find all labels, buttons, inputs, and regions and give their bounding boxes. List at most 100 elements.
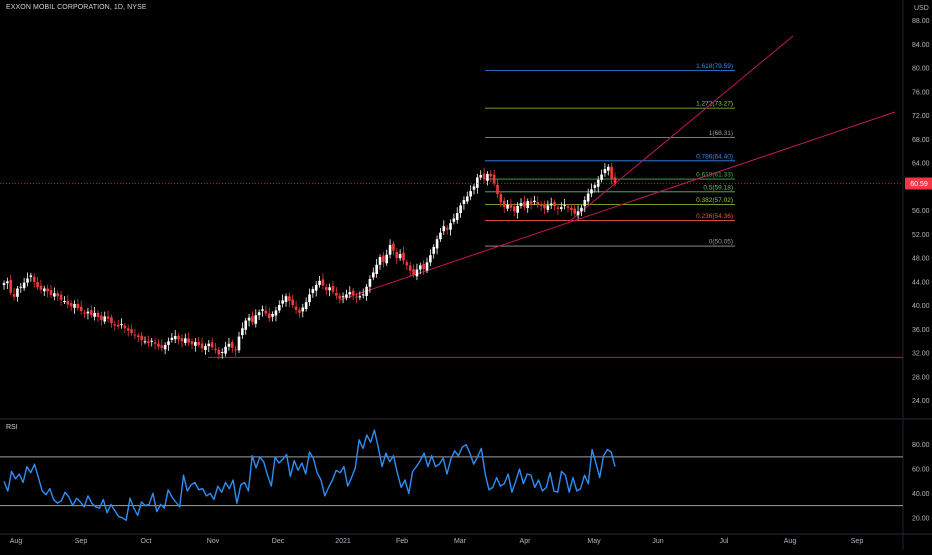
candle-body [613, 177, 617, 184]
candle-body [288, 296, 291, 301]
candle-body [93, 312, 96, 317]
fib-level-label: 0.786(64.40) [696, 153, 733, 160]
candle-body [415, 269, 419, 277]
price-tick-label: 76.00 [912, 89, 930, 96]
price-tick-label: 40.00 [912, 303, 930, 310]
candle-body [331, 285, 335, 292]
time-tick-label: May [587, 538, 601, 545]
candle-body [150, 340, 154, 342]
candle-body [254, 315, 258, 324]
candle-body [113, 324, 117, 326]
candle-body [610, 166, 613, 179]
price-tick-label: 36.00 [912, 327, 930, 334]
candle-body [314, 284, 318, 291]
candle-body [549, 203, 553, 206]
candle-body [328, 287, 331, 291]
candle-body [596, 179, 600, 187]
candle-body [603, 169, 607, 174]
candle-body [425, 262, 429, 271]
price-tick-label: 52.00 [912, 232, 930, 239]
candle-body [338, 295, 342, 299]
candle-body [267, 313, 271, 319]
candle-body [345, 294, 348, 298]
candle-body [234, 349, 237, 351]
candle-body [388, 245, 392, 255]
fib-level-label: 0(50.05) [709, 239, 733, 246]
candle-body [348, 292, 352, 295]
candle-body [227, 343, 231, 347]
candle-body [194, 341, 197, 346]
candle-body [173, 336, 177, 340]
rsi-line [3, 429, 616, 521]
candle-body [526, 201, 530, 209]
rsi-tick-label: 40.00 [912, 491, 930, 498]
time-tick-label: Oct [141, 538, 152, 545]
candle-body [432, 246, 436, 254]
candle-body [304, 302, 308, 309]
last-price-label: 60.59 [910, 181, 928, 188]
candle-body [207, 343, 211, 347]
time-tick-label: Dec [272, 538, 285, 545]
candle-body [49, 289, 53, 296]
rsi-pane-title: RSI [6, 424, 18, 431]
candle-body [257, 312, 261, 316]
price-tick-label: 84.00 [912, 42, 930, 49]
candle-body [392, 243, 395, 251]
candle-body [318, 280, 321, 285]
candle-body [103, 316, 107, 322]
time-tick-label: Aug [10, 538, 23, 545]
candle-body [563, 204, 566, 206]
candle-body [32, 276, 36, 282]
candle-body [110, 317, 113, 323]
candle-body [512, 206, 516, 212]
candle-body [371, 272, 375, 278]
candle-body [244, 320, 248, 330]
candles-layer [2, 163, 617, 360]
candle-body [499, 194, 503, 203]
candle-body [516, 205, 519, 213]
price-tick-label: 68.00 [912, 137, 930, 144]
trendline-layer[interactable] [208, 35, 903, 358]
candle-body [536, 202, 540, 205]
candle-body [455, 213, 459, 220]
fib-level-label: 0.382(57.02) [696, 197, 733, 204]
candle-body [482, 173, 486, 180]
candle-body [140, 335, 143, 341]
candle-body [116, 324, 120, 327]
candle-body [586, 193, 590, 202]
candle-body [63, 300, 66, 302]
candle-body [472, 186, 476, 190]
price-tick-label: 72.00 [912, 113, 930, 120]
candle-body [264, 310, 268, 314]
time-tick-label: Apr [520, 538, 532, 545]
trendline-long [339, 111, 896, 301]
candle-body [311, 289, 315, 293]
candle-body [523, 201, 526, 207]
candle-body [573, 208, 577, 214]
candle-body [556, 207, 560, 209]
candle-body [412, 269, 415, 275]
candle-body [136, 335, 140, 338]
time-tick-label: Jun [652, 538, 663, 545]
fib-level-label: 0.5(59.18) [703, 184, 733, 191]
price-tick-label: 28.00 [912, 374, 930, 381]
symbol-title[interactable]: EXXON MOBIL CORPORATION, 1D, NYSE [6, 4, 147, 11]
candle-body [606, 166, 610, 171]
candle-body [69, 303, 73, 307]
candle-body [6, 281, 9, 284]
candle-body [133, 334, 137, 336]
candle-body [73, 303, 76, 308]
candle-body [261, 309, 264, 311]
candle-body [170, 337, 174, 340]
candle-body [378, 257, 382, 265]
candle-body [153, 342, 157, 344]
candle-body [502, 200, 506, 208]
price-tick-label: 80.00 [912, 66, 930, 73]
candle-body [382, 255, 385, 262]
candle-body [291, 299, 295, 306]
candle-body [452, 218, 456, 222]
axis-layer[interactable]: 24.00 28.00 32.00 36.00 40.00 44.00 48.00 52.00… [10, 5, 930, 545]
